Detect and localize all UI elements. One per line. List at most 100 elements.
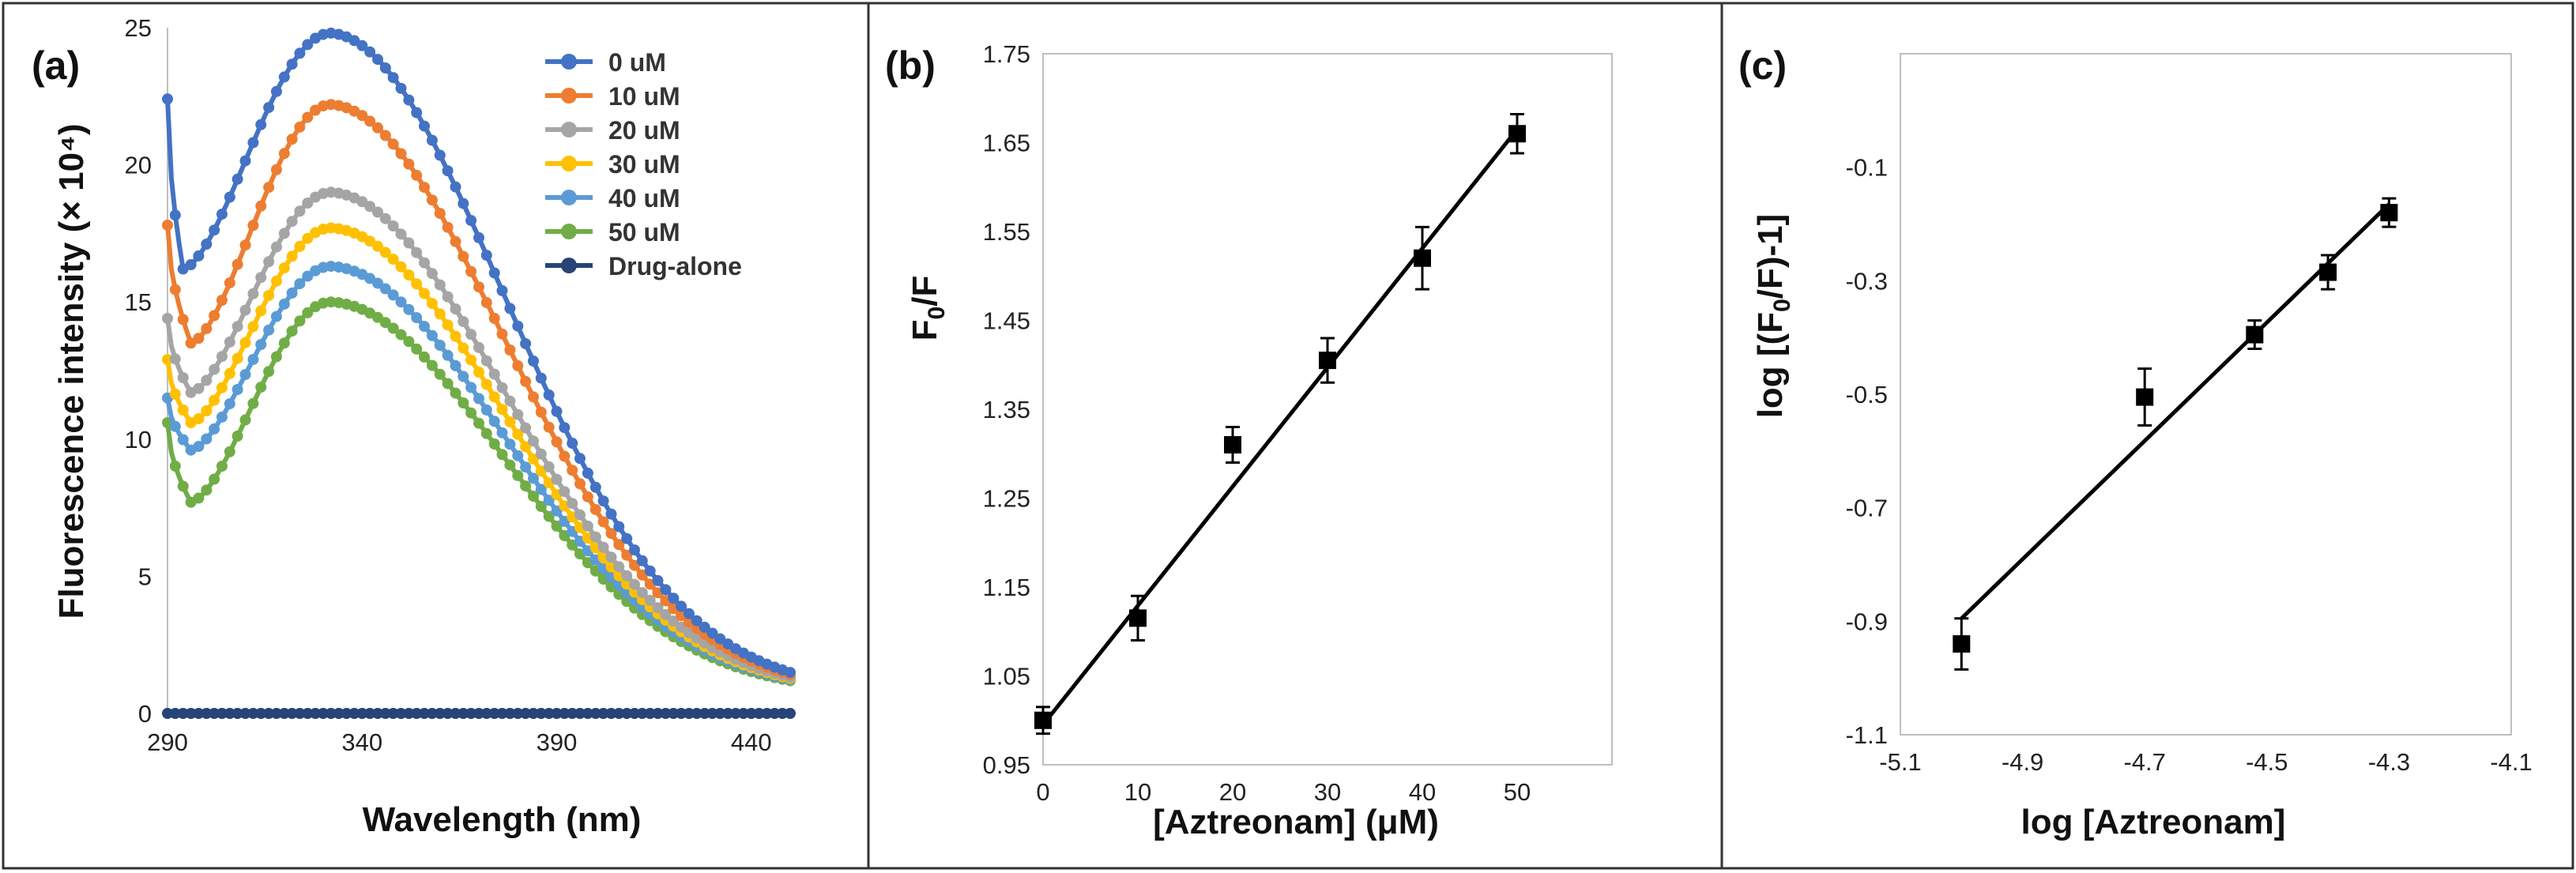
panel-a-data-point [364,708,376,719]
panel-a-data-point [278,262,290,274]
panel-a-data-point [574,708,586,719]
panel-a-data-point [480,404,492,416]
panel-c-y-axis-title: log [(F0/F)-1] [1751,214,1795,419]
panel-a-data-point [387,289,399,301]
panel-b-y-tick-label: 1.45 [983,307,1030,335]
panel-a-data-point [270,275,282,287]
panel-a-data-point [589,504,601,515]
panel-a-data-point [255,272,267,284]
panel-a-data-point [660,708,672,719]
panel-a-data-point [512,408,524,420]
panel-a-data-point [201,433,213,445]
panel-a-data-point [512,469,524,481]
panel-a-data-point [169,284,181,295]
legend-item: 30 uM [545,150,680,179]
panel-a-data-point [201,239,213,250]
panel-a-data-point [263,182,275,194]
panel-a-data-point [426,329,438,341]
panel-a-data-point [450,330,461,342]
panel-a-data-point [403,158,415,170]
panel-a-data-point [395,148,407,160]
panel-a-data-point [582,708,593,719]
panel-a-series-line [165,225,791,681]
panel-a-data-point [551,436,563,448]
panel-a-data-point [458,316,469,327]
panel-a-data-point [177,405,189,416]
panel-b-marker [1508,125,1526,143]
legend-marker [561,88,577,103]
panel-c-marker [1953,635,1971,653]
panel-a-data-point [216,382,228,393]
panel-a-data-point [652,574,664,586]
legend-label: Drug-alone [608,252,742,280]
panel-a-data-point [224,277,235,289]
panel-a-data-point [411,278,423,290]
panel-a-data-point [520,480,532,492]
panel-a-data-point [480,427,492,439]
panel-a-data-point [372,122,383,134]
panel-a-data-point [504,416,516,427]
panel-a-data-point [644,594,656,606]
panel-a-data-point [488,416,500,427]
panel-a-data-point [450,387,461,399]
panel-a-data-point [676,708,687,719]
panel-c-double-log-chart: (c) -1.1 -0.9 -0.7 -0.5 -0.3 -0.1 -5.1 -4.9 -4.7… [1738,43,2533,841]
panel-c-data-point [1953,617,1971,671]
panel-a-data-point [567,465,578,476]
panel-a-data-point [684,708,695,719]
legend-marker [561,224,577,239]
panel-a-data-point [567,708,578,719]
panel-a-data-point [528,491,539,502]
panel-a-data-point [169,388,181,400]
panel-a-data-point [520,708,532,719]
panel-a-data-point [395,261,407,273]
panel-a-data-point [722,708,734,719]
panel-a-data-point [699,621,710,633]
panel-b-x-tick-label: 50 [1504,778,1531,806]
panel-a-data-point [706,627,718,639]
panel-a-data-point [294,278,306,290]
panel-a-data-point [473,231,484,243]
panel-a-data-point [209,363,220,375]
panel-a-data-point [636,708,648,719]
legend-label: 20 uM [608,116,680,145]
panel-a-data-point [387,138,399,150]
panel-a-data-point [209,394,220,406]
panel-a-data-point [559,486,571,498]
panel-a-data-point [419,708,430,719]
panel-a-data-point [419,120,430,132]
panel-b-marks [1034,113,1526,736]
panel-a-data-point [209,708,220,719]
panel-a-data-point [567,438,578,449]
panel-a-data-point [278,228,290,239]
panel-c-marker [2136,388,2154,406]
panel-a-data-point [356,40,368,51]
panel-a-data-point [442,708,454,719]
panel-a-data-point [785,667,796,679]
panel-a-data-point [169,708,181,719]
panel-a-data-point [434,279,446,291]
panel-a-data-point [372,206,383,218]
panel-b-data-point [1508,113,1526,155]
panel-a-data-point [480,297,492,308]
panel-a-data-point [224,191,235,203]
legend-item: 40 uM [545,184,680,213]
panel-a-data-point [589,531,601,543]
panel-a-data-point [232,708,243,719]
panel-a-data-point [247,354,259,365]
legend-label: 0 uM [608,48,666,77]
panel-a-data-point [239,414,251,426]
panel-a-data-point [270,310,282,322]
panel-a-data-point [263,256,275,268]
panel-a-data-point [193,708,205,719]
panel-a-data-point [629,708,640,719]
panel-a-data-point [785,708,796,719]
panel-a-data-point [730,708,741,719]
panel-a-data-point [239,369,251,381]
panel-a-data-point [247,137,259,149]
panel-a-data-point [496,382,508,393]
panel-a-data-point [559,450,571,462]
panel-a-data-point [605,708,617,719]
panel-a-data-point [232,431,243,442]
panel-a-data-point [543,510,555,522]
